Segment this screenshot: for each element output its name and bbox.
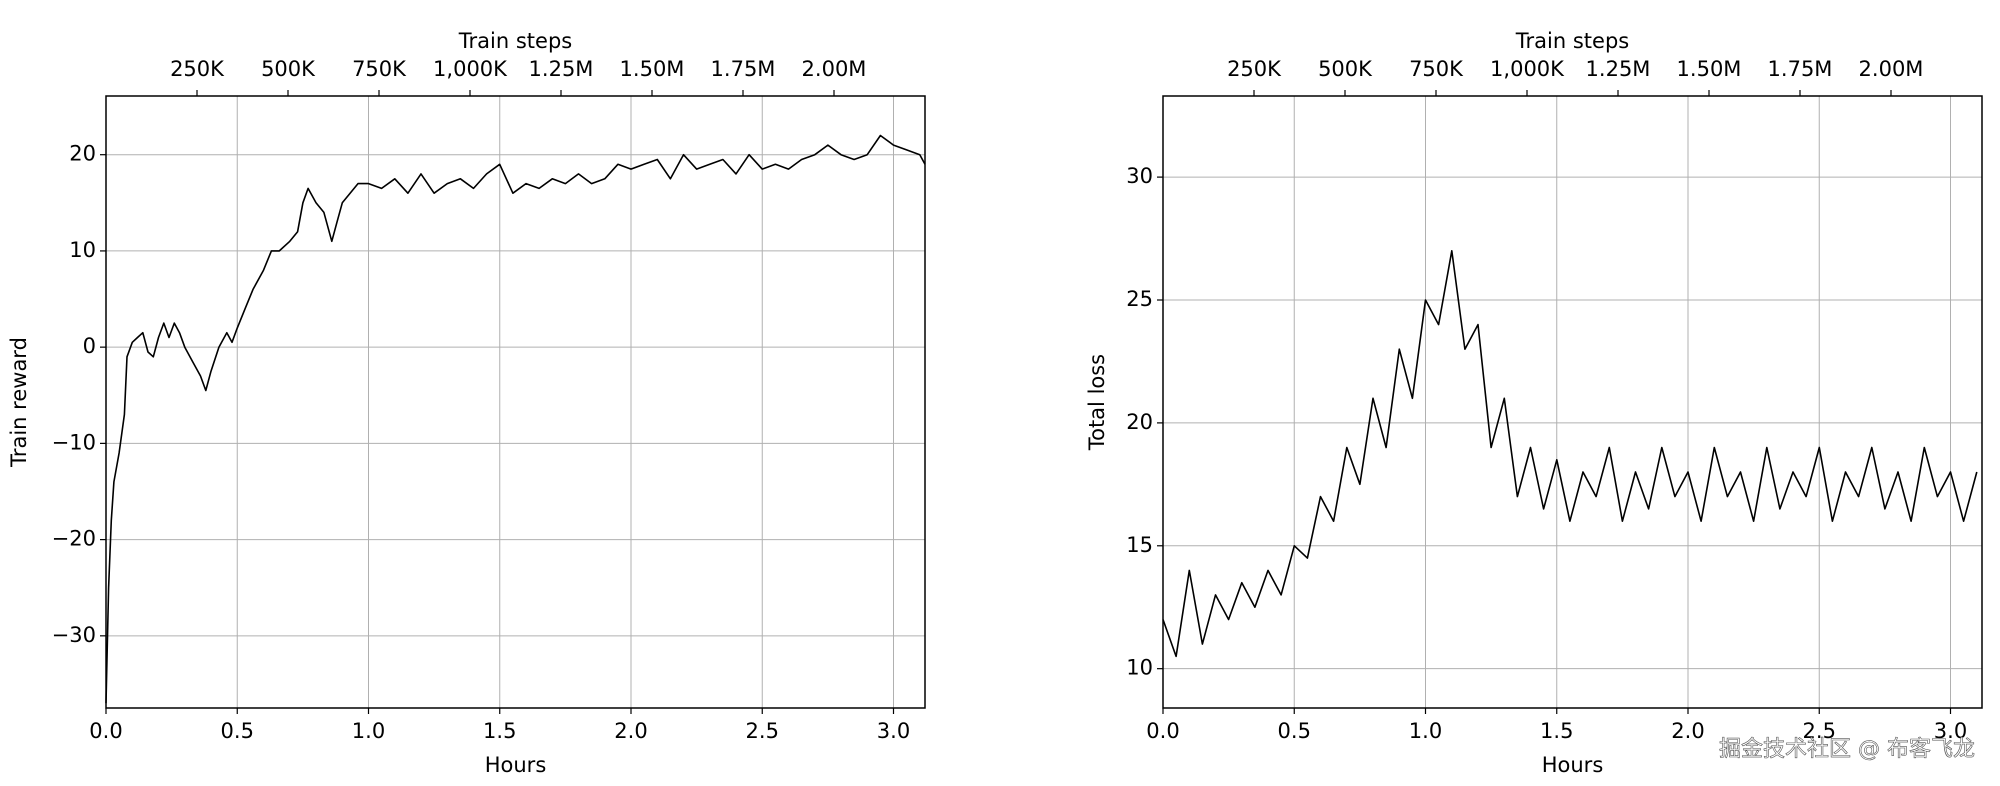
x2-tick-label: 750K: [352, 57, 407, 81]
x-axis-label: Hours: [485, 753, 547, 777]
x2-tick-label: 250K: [1227, 57, 1282, 81]
x2-tick-label: 1,000K: [1490, 57, 1565, 81]
x-tick-label: 1.0: [1409, 719, 1442, 743]
data-line: [1162, 250, 1978, 658]
x-tick-label: 3.0: [1934, 719, 1967, 743]
y-tick-label: 10: [1126, 656, 1153, 680]
y-tick-label: 10: [69, 238, 96, 262]
y-tick-label: 20: [69, 142, 96, 166]
x2-axis-label: Train steps: [458, 29, 572, 53]
plot-frame: [1162, 95, 1983, 709]
x2-tick-label: 1.75M: [1768, 57, 1833, 81]
x-tick-label: 0.5: [221, 719, 254, 743]
y-tick-label: −30: [52, 623, 96, 647]
x-tick-label: 1.5: [1540, 719, 1573, 743]
x2-tick-label: 2.00M: [1859, 57, 1924, 81]
x2-tick-label: 2.00M: [802, 57, 867, 81]
x-tick-label: 1.5: [483, 719, 516, 743]
y-axis-label: Train reward: [7, 337, 31, 468]
x-tick-label: 3.0: [877, 719, 910, 743]
x-axis-label: Hours: [1542, 753, 1604, 777]
x2-tick-label: 1.50M: [620, 57, 685, 81]
watermark: 掘金技术社区 @ 布客飞龙: [1719, 737, 1975, 762]
x2-tick-label: 500K: [261, 57, 316, 81]
x2-tick-label: 250K: [170, 57, 225, 81]
x2-tick-label: 1,000K: [433, 57, 508, 81]
x-tick-label: 2.0: [614, 719, 647, 743]
y-tick-label: 25: [1126, 287, 1153, 311]
y-tick-label: 20: [1126, 410, 1153, 434]
x-tick-label: 2.0: [1671, 719, 1704, 743]
data-line: [105, 134, 926, 704]
x2-axis-label: Train steps: [1515, 29, 1629, 53]
x2-tick-label: 1.25M: [1586, 57, 1651, 81]
x2-tick-label: 500K: [1318, 57, 1373, 81]
x-tick-label: 0.5: [1278, 719, 1311, 743]
y-tick-label: 15: [1126, 533, 1153, 557]
x2-tick-label: 1.75M: [711, 57, 776, 81]
y-tick-label: 0: [83, 334, 96, 358]
x-tick-label: 2.5: [1803, 719, 1836, 743]
y-tick-label: −10: [52, 430, 96, 454]
x2-tick-label: 750K: [1409, 57, 1464, 81]
y-axis-label: Total loss: [1085, 354, 1109, 451]
x-tick-label: 1.0: [352, 719, 385, 743]
x-tick-label: 2.5: [746, 719, 779, 743]
x2-tick-label: 1.50M: [1677, 57, 1742, 81]
x-tick-label: 0.0: [89, 719, 122, 743]
plot-frame: [105, 95, 926, 709]
x2-tick-label: 1.25M: [529, 57, 594, 81]
y-tick-label: −20: [52, 527, 96, 551]
x-tick-label: 0.0: [1146, 719, 1179, 743]
y-tick-label: 30: [1126, 164, 1153, 188]
